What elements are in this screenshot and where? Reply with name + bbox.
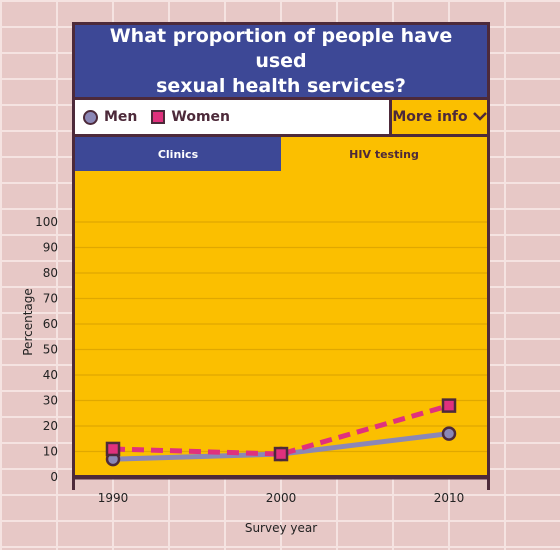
chart-title-line-2: sexual health services? bbox=[156, 74, 406, 97]
x-tick-label: 2010 bbox=[434, 491, 465, 505]
point-women bbox=[273, 446, 289, 462]
x-axis-ticks: 1990 2000 2010 bbox=[98, 491, 465, 505]
y-tick-label: 10 bbox=[43, 445, 58, 459]
y-tick-label: 80 bbox=[43, 266, 58, 280]
y-axis-ticks: 0 10 20 30 40 50 60 70 80 90 100 bbox=[35, 215, 58, 484]
tab-hiv-testing[interactable]: HIV testing bbox=[281, 137, 487, 171]
legend-item-men: Men bbox=[83, 109, 137, 125]
chart-title-block: What proportion of people have used sexu… bbox=[75, 25, 487, 100]
y-tick-label: 60 bbox=[43, 317, 58, 331]
point-women bbox=[105, 441, 121, 457]
x-axis-label: Survey year bbox=[245, 521, 317, 535]
legend-label-women: Women bbox=[171, 109, 231, 125]
chart-panel: What proportion of people have used sexu… bbox=[72, 22, 490, 478]
tab-clinics[interactable]: Clinics bbox=[75, 137, 281, 171]
tab-bar: Clinics HIV testing bbox=[75, 137, 487, 171]
legend-item-women: Women bbox=[151, 109, 230, 125]
y-axis-label: Percentage bbox=[21, 288, 35, 356]
y-tick-label: 40 bbox=[43, 368, 58, 382]
square-marker-icon bbox=[151, 110, 166, 124]
tab-hiv-testing-label: HIV testing bbox=[349, 147, 419, 161]
x-tick-label: 1990 bbox=[98, 491, 129, 505]
y-tick-label: 30 bbox=[43, 394, 58, 408]
y-tick-label: 50 bbox=[43, 343, 58, 357]
tab-clinics-label: Clinics bbox=[157, 147, 199, 161]
point-women bbox=[441, 398, 457, 413]
more-info-button[interactable]: More info bbox=[392, 100, 487, 134]
circle-marker-icon bbox=[83, 109, 98, 125]
point-men bbox=[441, 426, 457, 441]
y-tick-label: 90 bbox=[43, 241, 58, 255]
legend-label-men: Men bbox=[104, 109, 138, 125]
y-tick-label: 0 bbox=[50, 470, 58, 484]
y-tick-label: 70 bbox=[43, 292, 58, 306]
y-tick-label: 20 bbox=[43, 419, 58, 433]
legend: Men Women bbox=[75, 100, 392, 134]
more-info-label: More info bbox=[392, 109, 468, 125]
chart-title-line-1: What proportion of people have used bbox=[109, 24, 453, 72]
series-line-women bbox=[112, 403, 450, 457]
legend-row: Men Women More info bbox=[75, 100, 487, 137]
x-tick-label: 2000 bbox=[266, 491, 297, 505]
y-tick-label: 100 bbox=[35, 215, 58, 229]
chevron-down-icon bbox=[472, 110, 487, 124]
series-layer bbox=[105, 398, 457, 467]
